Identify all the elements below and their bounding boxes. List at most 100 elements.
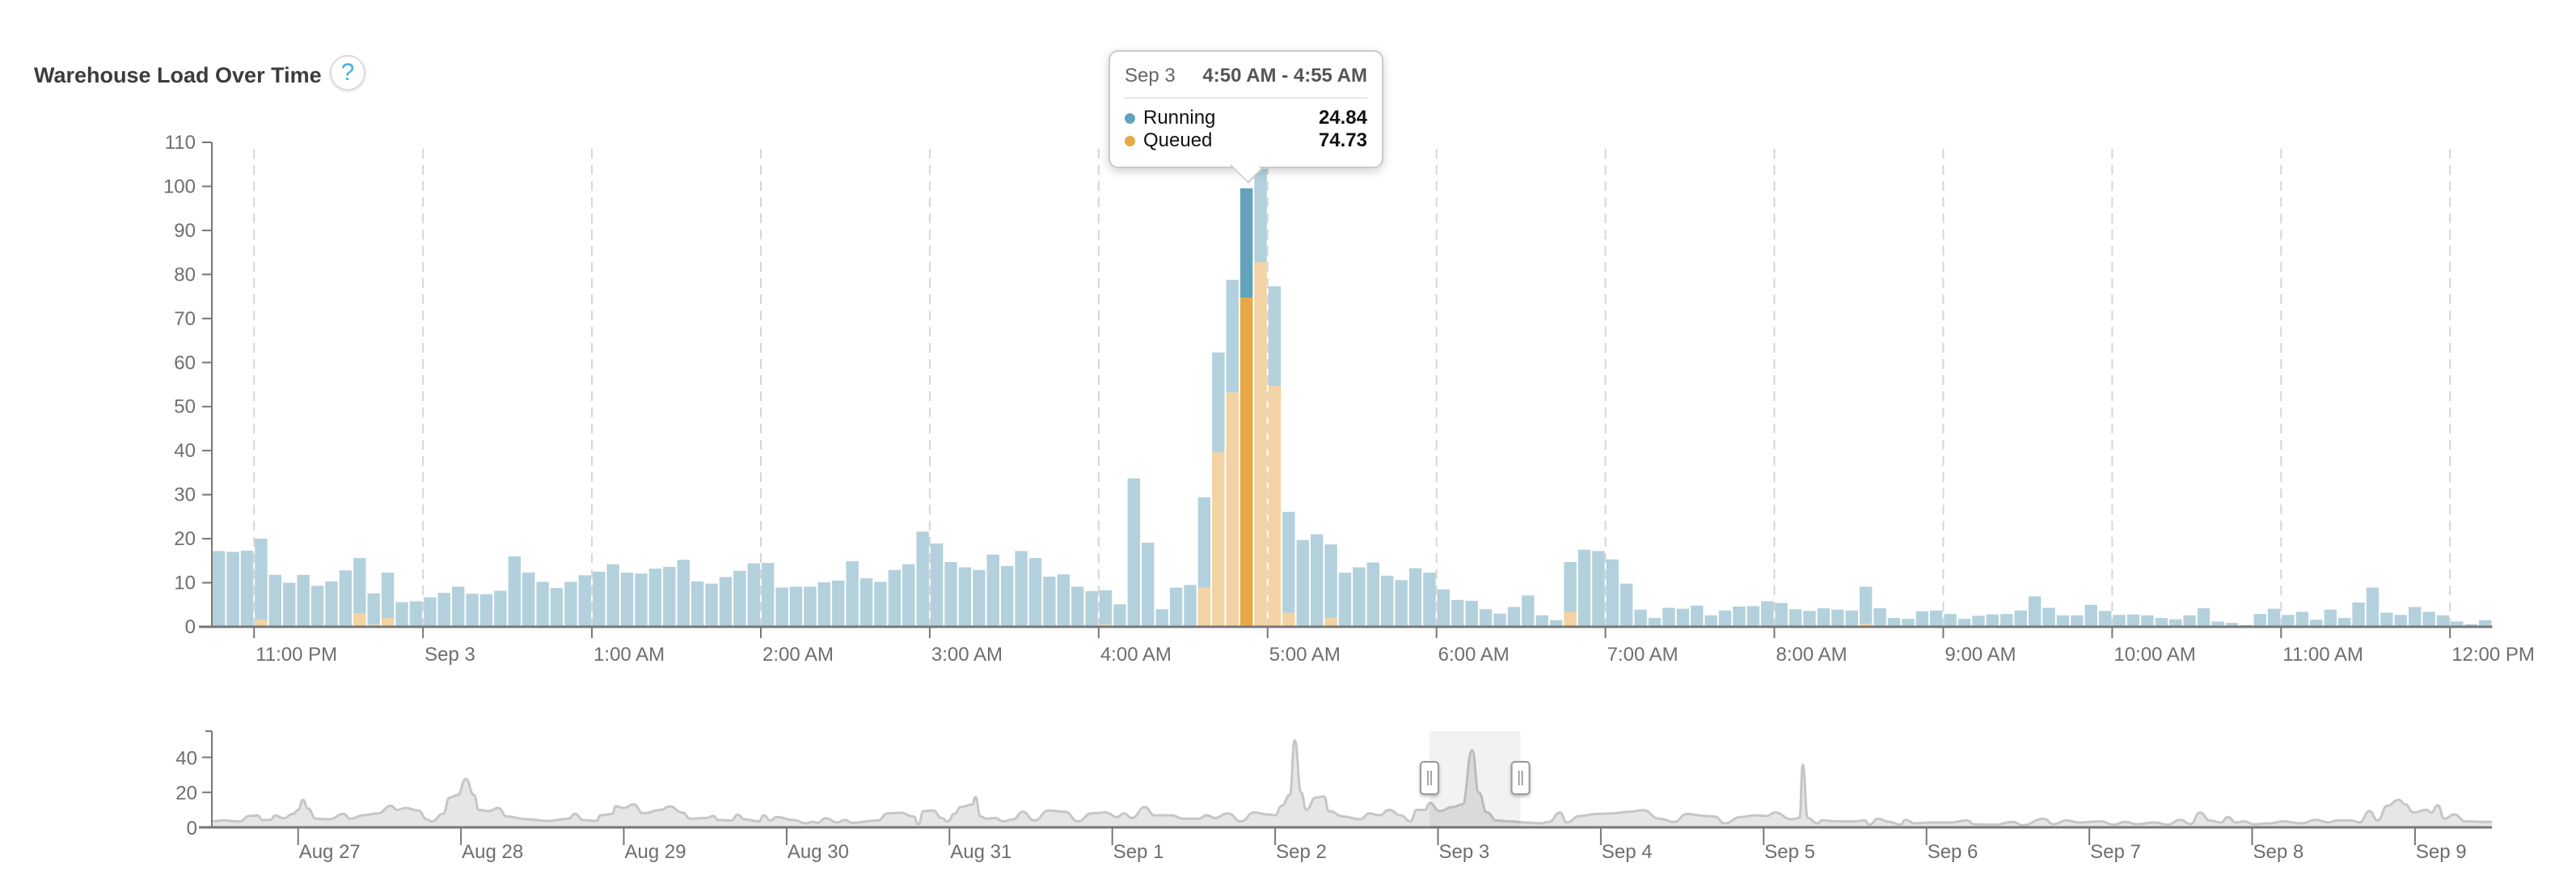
running-bar[interactable] (677, 560, 690, 627)
running-bar[interactable] (916, 531, 929, 626)
running-bar[interactable] (339, 570, 353, 627)
running-bar[interactable] (1268, 286, 1282, 387)
running-bar[interactable] (2436, 615, 2450, 627)
running-bar[interactable] (1803, 611, 1816, 627)
running-bar[interactable] (973, 569, 986, 627)
running-bar[interactable] (2155, 618, 2168, 627)
queued-bar[interactable] (381, 618, 395, 627)
running-bar[interactable] (733, 570, 746, 627)
running-bar[interactable] (1577, 549, 1591, 627)
running-bar[interactable] (705, 583, 718, 627)
running-bar[interactable] (1944, 614, 1957, 627)
running-bar[interactable] (1408, 568, 1422, 627)
running-bar[interactable] (1071, 586, 1084, 627)
running-bar[interactable] (1930, 610, 1943, 627)
help-icon[interactable]: ? (330, 55, 365, 91)
running-bar[interactable] (1761, 601, 1774, 627)
running-bar[interactable] (2225, 623, 2239, 627)
running-bar[interactable] (2098, 611, 2112, 627)
queued-bar[interactable] (1324, 617, 1337, 627)
running-bar[interactable] (747, 563, 760, 627)
running-bar[interactable] (1915, 611, 1929, 627)
running-bar[interactable] (1831, 609, 1844, 627)
running-bar[interactable] (1648, 618, 1662, 627)
running-bar[interactable] (1549, 619, 1563, 627)
running-bar[interactable] (2141, 615, 2154, 627)
running-bar[interactable] (1620, 583, 1633, 627)
running-bar[interactable] (635, 573, 648, 627)
running-bar[interactable] (690, 581, 704, 627)
running-bar[interactable] (578, 575, 592, 627)
running-bar[interactable] (2183, 615, 2196, 627)
running-bar[interactable] (466, 594, 479, 627)
running-bar[interactable] (1226, 279, 1239, 393)
queued-bar[interactable] (1268, 386, 1282, 627)
running-bar[interactable] (409, 601, 423, 627)
running-bar[interactable] (1718, 610, 1732, 627)
running-bar[interactable] (2422, 611, 2435, 627)
queued-bar[interactable] (1226, 392, 1239, 627)
running-bar[interactable] (1507, 607, 1521, 627)
running-bar[interactable] (1324, 544, 1337, 618)
running-bar[interactable] (1788, 609, 1802, 627)
running-bar[interactable] (1000, 565, 1014, 627)
grip-handle-icon[interactable] (1510, 761, 1531, 795)
running-bar[interactable] (1564, 561, 1577, 612)
running-bar[interactable] (944, 561, 957, 627)
running-bar[interactable] (859, 578, 873, 627)
running-bar[interactable] (1676, 608, 1690, 627)
brush-selection[interactable] (1429, 731, 1521, 827)
running-bar[interactable] (564, 581, 577, 627)
running-bar[interactable] (1535, 615, 1548, 627)
running-bar[interactable] (1099, 590, 1113, 625)
running-bar[interactable] (2028, 596, 2042, 627)
running-bar[interactable] (367, 593, 380, 625)
running-bar[interactable] (1451, 599, 1464, 627)
queued-bar[interactable] (1564, 611, 1577, 627)
running-bar[interactable] (930, 543, 944, 627)
running-bar[interactable] (1746, 606, 1760, 627)
running-bar[interactable] (1169, 587, 1183, 626)
running-bar[interactable] (986, 554, 999, 626)
running-bar[interactable] (1873, 608, 1886, 627)
running-bar[interactable] (1366, 562, 1380, 627)
running-bar[interactable] (1592, 551, 1605, 627)
running-bar[interactable] (2014, 610, 2027, 627)
running-bar[interactable] (1296, 539, 1309, 627)
running-bar[interactable] (451, 586, 465, 627)
running-bar[interactable] (817, 582, 831, 627)
running-bar[interactable] (2324, 609, 2337, 627)
running-bar[interactable] (775, 587, 788, 627)
running-bar[interactable] (1282, 511, 1295, 613)
brush-handle-left[interactable] (1420, 761, 1440, 795)
running-bar[interactable] (719, 577, 733, 627)
running-bar[interactable] (2408, 607, 2422, 627)
running-bar[interactable] (2464, 624, 2478, 627)
running-bar[interactable] (2394, 615, 2407, 627)
running-bar[interactable] (255, 539, 268, 620)
running-bar[interactable] (1817, 608, 1831, 627)
running-bar[interactable] (620, 573, 634, 627)
running-bar[interactable] (1353, 567, 1366, 627)
running-bar[interactable] (1662, 607, 1675, 627)
queued-bar[interactable] (1859, 624, 1873, 627)
running-bar[interactable] (1902, 619, 1915, 627)
running-bar[interactable] (1423, 573, 1436, 627)
running-bar[interactable] (1015, 551, 1028, 627)
running-bar[interactable] (2295, 611, 2309, 627)
queued-bar[interactable] (1282, 612, 1295, 627)
running-bar[interactable] (2337, 618, 2351, 627)
running-bar[interactable] (2126, 614, 2140, 627)
running-bar[interactable] (761, 563, 775, 627)
running-bar[interactable] (902, 564, 915, 627)
running-bar[interactable] (1127, 478, 1141, 627)
running-bar[interactable] (1465, 600, 1478, 627)
running-bar[interactable] (1184, 585, 1197, 627)
running-bar[interactable] (2084, 604, 2097, 627)
running-bar[interactable] (325, 581, 338, 627)
queued-bar[interactable] (255, 619, 268, 627)
running-bar[interactable] (1986, 614, 2000, 627)
running-bar[interactable] (2352, 603, 2365, 627)
running-bar[interactable] (2197, 608, 2211, 627)
running-bar[interactable] (1634, 609, 1647, 627)
